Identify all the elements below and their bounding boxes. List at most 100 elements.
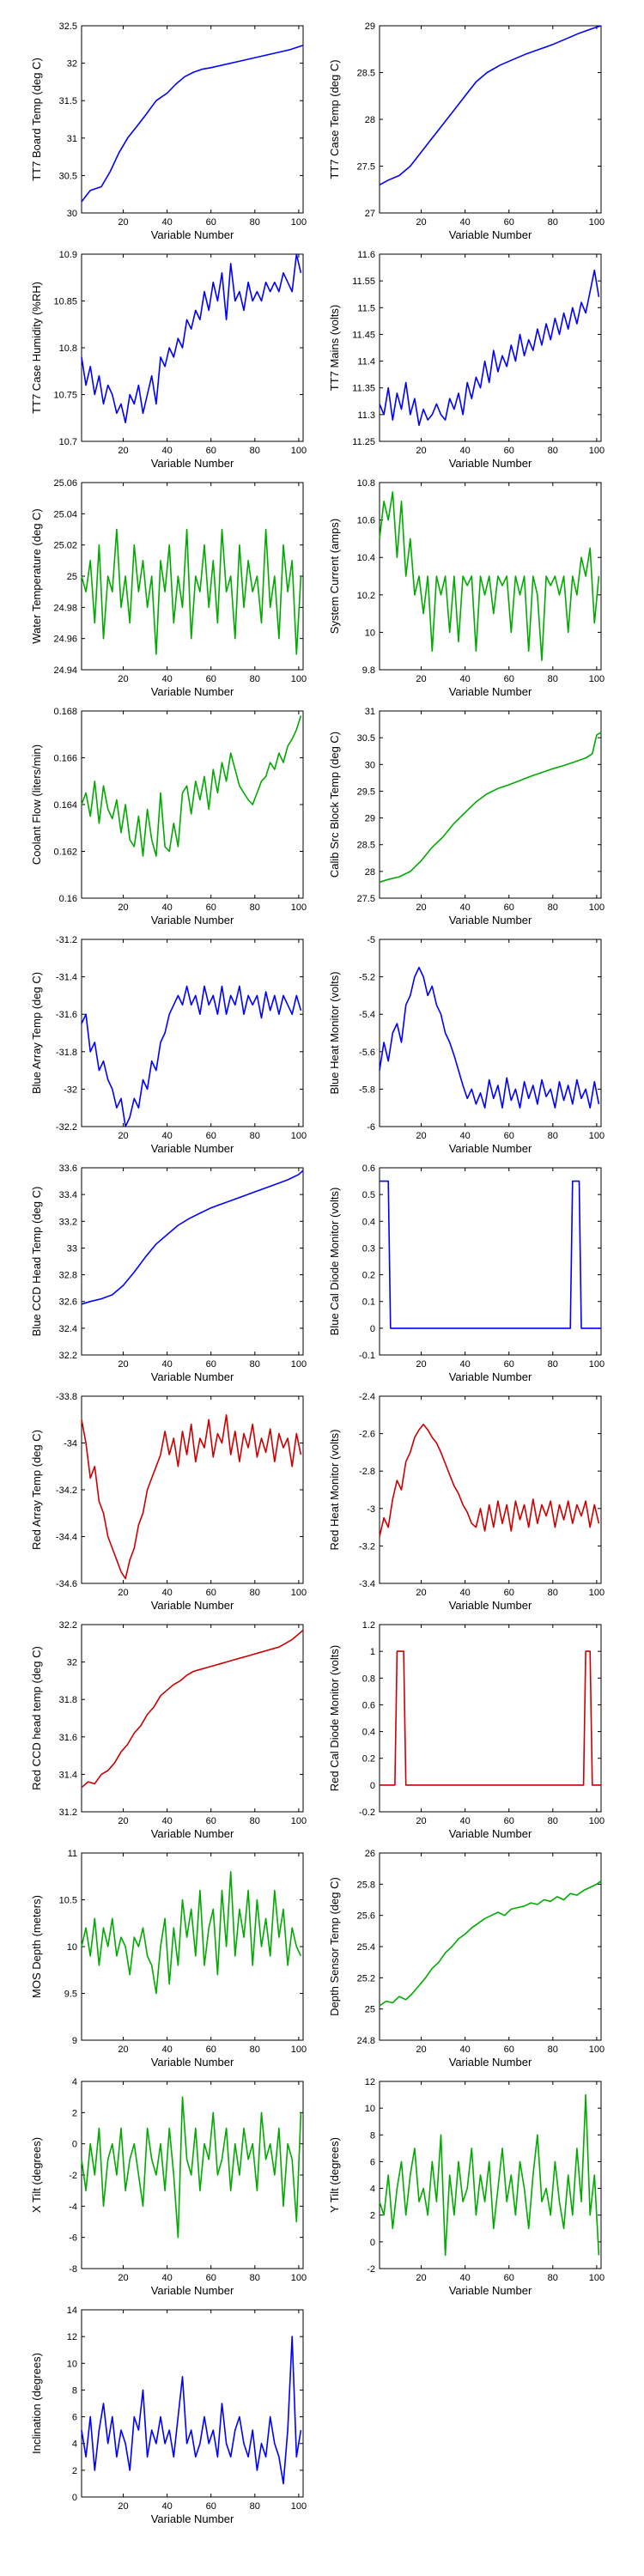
y-tick-label: -5.4 bbox=[359, 1010, 375, 1020]
x-tick-label: 100 bbox=[589, 446, 605, 456]
chart-panel-15: 20 40 60 80 100 31.2 31.4 31.6 31.8 32 32.2 Variabl… bbox=[30, 1620, 307, 1840]
x-tick-label: 20 bbox=[416, 2273, 426, 2283]
y-axis-label: Blue CCD Head Temp (deg C) bbox=[30, 1187, 43, 1337]
x-tick-label: 40 bbox=[459, 1131, 470, 1141]
y-tick-label: -33.8 bbox=[56, 1392, 77, 1402]
y-tick-label: 10.75 bbox=[53, 391, 77, 401]
y-tick-label: 0.8 bbox=[362, 1674, 375, 1684]
y-tick-label: -2 bbox=[367, 2264, 375, 2275]
x-tick-label: 40 bbox=[161, 2273, 172, 2283]
y-tick-label: 30 bbox=[67, 209, 77, 219]
y-tick-label: -0.2 bbox=[359, 1807, 375, 1818]
x-tick-label: 40 bbox=[459, 1359, 470, 1370]
y-axis-label: TT7 Mains (volts) bbox=[328, 305, 341, 391]
x-tick-label: 20 bbox=[416, 1816, 426, 1826]
y-tick-label: 32.8 bbox=[59, 1271, 77, 1281]
series-line bbox=[379, 491, 600, 661]
y-tick-label: 28.5 bbox=[357, 841, 375, 851]
y-axis-label: System Current (amps) bbox=[328, 519, 341, 634]
series-line bbox=[379, 25, 602, 186]
x-tick-label: 80 bbox=[250, 2501, 260, 2512]
y-tick-label: 11.5 bbox=[357, 303, 375, 313]
y-axis-label: Blue Heat Monitor (volts) bbox=[328, 971, 341, 1094]
y-tick-label: 0.164 bbox=[53, 800, 77, 811]
chart-panel-21: 20 40 60 80 100 0 2 4 6 8 10 12 14 Variable Number Inc… bbox=[30, 2306, 307, 2525]
y-tick-label: -2.8 bbox=[359, 1467, 375, 1477]
x-tick-label: 20 bbox=[118, 1359, 128, 1370]
y-tick-label: 0.4 bbox=[362, 1728, 375, 1738]
x-tick-label: 100 bbox=[291, 217, 307, 228]
y-tick-label: 10.7 bbox=[59, 437, 77, 447]
y-tick-label: -31.2 bbox=[56, 935, 77, 945]
y-tick-label: 27.5 bbox=[357, 894, 375, 904]
y-tick-label: 2 bbox=[72, 2466, 77, 2476]
y-tick-label: -4 bbox=[69, 2202, 77, 2212]
x-tick-label: 20 bbox=[118, 674, 128, 684]
y-tick-label: 28 bbox=[365, 867, 375, 878]
chart-panel-13: 20 40 60 80 100 -34.6 -34.4 -34.2 -34 -33.8 Variab… bbox=[30, 1392, 307, 1612]
x-axis-label: Variable Number bbox=[449, 228, 532, 241]
y-tick-label: -2 bbox=[69, 2171, 77, 2181]
y-tick-label: -2.6 bbox=[359, 1430, 375, 1440]
y-tick-label: -5.8 bbox=[359, 1084, 375, 1095]
y-tick-label: 11 bbox=[68, 1849, 77, 1859]
x-tick-label: 20 bbox=[416, 674, 426, 684]
x-axis-label: Variable Number bbox=[151, 228, 234, 241]
y-axis-label: Depth Sensor Temp (deg C) bbox=[328, 1877, 341, 2016]
x-axis-label: Variable Number bbox=[151, 1142, 234, 1155]
y-tick-label: 2 bbox=[72, 2108, 77, 2118]
x-tick-label: 60 bbox=[504, 1588, 514, 1598]
x-tick-label: 20 bbox=[118, 1588, 128, 1598]
y-tick-label: 0.1 bbox=[362, 1297, 375, 1308]
x-tick-label: 40 bbox=[161, 1588, 172, 1598]
y-tick-label: -34 bbox=[64, 1439, 77, 1449]
series-line bbox=[81, 1414, 302, 1580]
y-tick-label: -34.4 bbox=[56, 1533, 77, 1543]
y-tick-label: 25.6 bbox=[357, 1911, 375, 1922]
x-tick-label: 80 bbox=[548, 902, 558, 913]
y-axis-label: MOS Depth (meters) bbox=[30, 1895, 43, 1998]
y-tick-label: 32.2 bbox=[59, 1351, 77, 1361]
x-tick-label: 60 bbox=[504, 446, 514, 456]
chart-panel-7: 20 40 60 80 100 0.16 0.162 0.164 0.166 0.168 Varia… bbox=[30, 707, 307, 927]
x-axis-label: Variable Number bbox=[151, 1370, 234, 1383]
y-tick-label: 0.16 bbox=[59, 894, 77, 904]
x-tick-label: 80 bbox=[548, 2273, 558, 2283]
y-tick-label: 0.3 bbox=[362, 1243, 375, 1254]
y-axis-label: Calib Src Block Temp (deg C) bbox=[328, 732, 341, 878]
plot-frame bbox=[81, 1624, 304, 1813]
plot-frame bbox=[379, 710, 602, 899]
x-tick-label: 100 bbox=[589, 674, 605, 684]
series-line bbox=[379, 1880, 602, 2007]
y-axis-label: Red Cal Diode Monitor (volts) bbox=[328, 1645, 341, 1792]
chart-panel-1: 20 40 60 80 100 30 30.5 31 31.5 32 32.5 Variable Nu… bbox=[30, 21, 307, 241]
y-tick-label: 31 bbox=[67, 134, 77, 144]
x-tick-label: 40 bbox=[459, 1816, 470, 1826]
x-tick-label: 80 bbox=[250, 1131, 260, 1141]
x-tick-label: 40 bbox=[161, 1816, 172, 1826]
y-tick-label: -5.2 bbox=[359, 973, 375, 983]
y-tick-label: 25.2 bbox=[357, 1973, 375, 1984]
x-tick-label: 60 bbox=[206, 902, 216, 913]
series-line bbox=[81, 253, 302, 424]
y-tick-label: 6 bbox=[370, 2157, 375, 2167]
x-tick-label: 100 bbox=[291, 1588, 307, 1598]
x-tick-label: 80 bbox=[548, 217, 558, 228]
y-tick-label: 10 bbox=[365, 2104, 375, 2114]
y-tick-label: -0.1 bbox=[359, 1351, 375, 1361]
y-axis-label: Y Tilt (degrees) bbox=[328, 2137, 341, 2213]
y-tick-label: 24.8 bbox=[357, 2036, 375, 2046]
series-line bbox=[81, 44, 304, 203]
x-tick-label: 100 bbox=[589, 1588, 605, 1598]
x-tick-label: 20 bbox=[118, 446, 128, 456]
y-tick-label: 11.35 bbox=[352, 384, 375, 394]
y-tick-label: 4 bbox=[72, 2439, 77, 2450]
plot-frame bbox=[81, 253, 304, 442]
y-tick-label: 24.98 bbox=[53, 603, 77, 613]
y-tick-label: 8 bbox=[72, 2385, 77, 2396]
y-tick-label: 11.45 bbox=[352, 330, 375, 340]
y-tick-label: 0.5 bbox=[362, 1190, 375, 1200]
x-tick-label: 40 bbox=[459, 2044, 470, 2055]
chart-panel-8: 20 40 60 80 100 27.5 28 28.5 29 29.5 30 30.5 31 Varia… bbox=[328, 707, 605, 927]
x-tick-label: 80 bbox=[250, 2044, 260, 2055]
